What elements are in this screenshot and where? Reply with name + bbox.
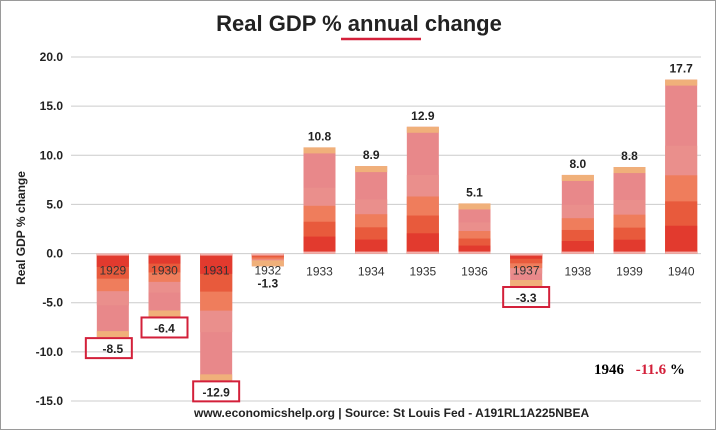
category-label: 1929 <box>99 264 126 278</box>
bar-rim <box>665 251 698 254</box>
bar-band <box>355 239 388 254</box>
value-label: 8.0 <box>569 157 586 171</box>
bar-cap <box>561 174 594 181</box>
value-label: 17.7 <box>669 62 693 76</box>
annotation-value: -11.6 <box>636 362 667 378</box>
value-label: 5.1 <box>466 185 483 199</box>
bar-rim <box>96 253 129 256</box>
highlight-box <box>192 380 241 403</box>
bar-1938 <box>561 174 594 254</box>
bar-band <box>665 225 698 254</box>
highlight-box <box>140 316 189 339</box>
y-tick-label: 20.0 <box>40 50 64 64</box>
bar-cap <box>355 166 388 173</box>
highlight-box <box>84 337 133 360</box>
bar-cap <box>148 310 181 317</box>
bar-band <box>510 253 543 259</box>
bar-cap <box>510 280 543 287</box>
bar-cap <box>303 147 336 154</box>
highlight-box <box>502 286 551 309</box>
category-label: 1937 <box>513 264 540 278</box>
category-label: 1934 <box>358 265 385 279</box>
bar-1933 <box>303 147 336 254</box>
category-label: 1935 <box>409 265 436 279</box>
annotation-unit: % <box>670 362 685 378</box>
y-tick-labels: -15.0 -10.0 -5.0 0.0 5.0 10.0 15.0 20.0 <box>36 50 64 408</box>
annotation-year: 1946 <box>594 362 625 378</box>
value-label: -3.3 <box>516 291 537 305</box>
bar-band <box>458 245 491 254</box>
bar-cap <box>665 79 698 86</box>
y-tick-label: -5.0 <box>42 296 63 310</box>
source-credit: www.economicshelp.org | Source: St Louis… <box>193 406 590 420</box>
bar-1934 <box>355 166 388 254</box>
bar-band <box>303 236 336 254</box>
bar-rim <box>458 251 491 254</box>
bar-1929 <box>96 253 129 338</box>
bar-band <box>200 253 233 274</box>
value-label: 8.9 <box>363 148 380 162</box>
bar-1939 <box>613 167 646 254</box>
y-tick-label: -15.0 <box>36 394 64 408</box>
bar-band <box>613 239 646 254</box>
category-label: 1933 <box>306 265 333 279</box>
bar-band <box>96 253 129 267</box>
bar-rim <box>148 253 181 256</box>
bar-cap <box>251 260 284 267</box>
bar-rim <box>251 253 284 256</box>
value-label: -1.3 <box>257 277 278 291</box>
value-label: 10.8 <box>308 129 332 143</box>
y-tick-label: 15.0 <box>40 99 64 113</box>
bar-rim <box>355 251 388 254</box>
category-label: 1936 <box>461 265 488 279</box>
category-label: 1930 <box>151 264 178 278</box>
bar-cap <box>96 331 129 338</box>
bar-1936 <box>458 203 491 254</box>
y-tick-label: 10.0 <box>40 148 64 162</box>
category-labels: 1929 1930 1931 1932 1933 1934 1935 1936 1937 1938… <box>99 264 694 279</box>
category-label: 1939 <box>616 265 643 279</box>
chart-title: Real GDP % annual change <box>216 11 502 36</box>
value-label: 12.9 <box>411 109 435 123</box>
category-label: 1931 <box>203 264 230 278</box>
bar-cap <box>200 374 233 381</box>
bar-rim <box>406 251 439 254</box>
y-tick-label: 0.0 <box>46 247 63 261</box>
bar-rim <box>561 251 594 254</box>
bar-band <box>406 233 439 254</box>
y-tick-label: -10.0 <box>36 345 64 359</box>
value-label: -12.9 <box>202 385 230 399</box>
value-label: -6.4 <box>154 321 175 335</box>
bar-rim <box>200 253 233 256</box>
bar-cap <box>458 203 491 210</box>
bar-cap <box>406 126 439 133</box>
value-label: 8.8 <box>621 149 638 163</box>
bar-1931 <box>200 253 233 381</box>
category-label: 1932 <box>254 264 281 278</box>
bar-1940 <box>665 79 698 254</box>
category-label: 1940 <box>668 265 695 279</box>
bar-cap <box>613 167 646 174</box>
bar-1930 <box>148 253 181 317</box>
bar-1932 <box>251 253 284 267</box>
y-tick-label: 5.0 <box>46 197 63 211</box>
annotation-1946: 1946 -11.6 % <box>594 362 685 378</box>
bar-band <box>561 240 594 254</box>
bar-rim <box>613 251 646 254</box>
y-axis-label: Real GDP % change <box>14 171 28 285</box>
bar-1935 <box>406 126 439 254</box>
bar-band <box>148 253 181 264</box>
value-label: -8.5 <box>102 342 123 356</box>
bars <box>96 79 698 381</box>
value-labels: -8.5 -6.4 -12.9 -1.3 10.8 8.9 12.9 5.1 -3.3 8.0 8.… <box>84 62 693 403</box>
bar-1937 <box>510 253 543 287</box>
bar-rim <box>510 253 543 256</box>
category-label: 1938 <box>564 265 591 279</box>
bar-rim <box>303 251 336 254</box>
